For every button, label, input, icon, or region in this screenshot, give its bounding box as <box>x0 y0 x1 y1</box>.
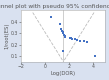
Point <box>72 38 73 39</box>
Point <box>60 23 61 25</box>
Point <box>64 35 65 37</box>
Point <box>50 16 52 18</box>
Point <box>74 39 76 40</box>
Point <box>62 32 64 34</box>
X-axis label: Log(DOR): Log(DOR) <box>50 71 75 76</box>
Point <box>64 36 66 38</box>
Point <box>63 34 65 35</box>
Point <box>86 42 88 43</box>
Point <box>60 28 62 29</box>
Point <box>79 40 80 41</box>
Point <box>61 30 62 31</box>
Point <box>76 39 78 41</box>
Point <box>70 38 72 39</box>
Title: Funnel plot with pseudo 95% confidence limits: Funnel plot with pseudo 95% confidence l… <box>0 4 109 9</box>
Y-axis label: 1/root(ES): 1/root(ES) <box>4 23 9 49</box>
Point <box>62 31 64 33</box>
Point <box>62 51 64 52</box>
Point <box>83 40 85 42</box>
Point <box>94 55 96 57</box>
Point <box>69 37 71 38</box>
